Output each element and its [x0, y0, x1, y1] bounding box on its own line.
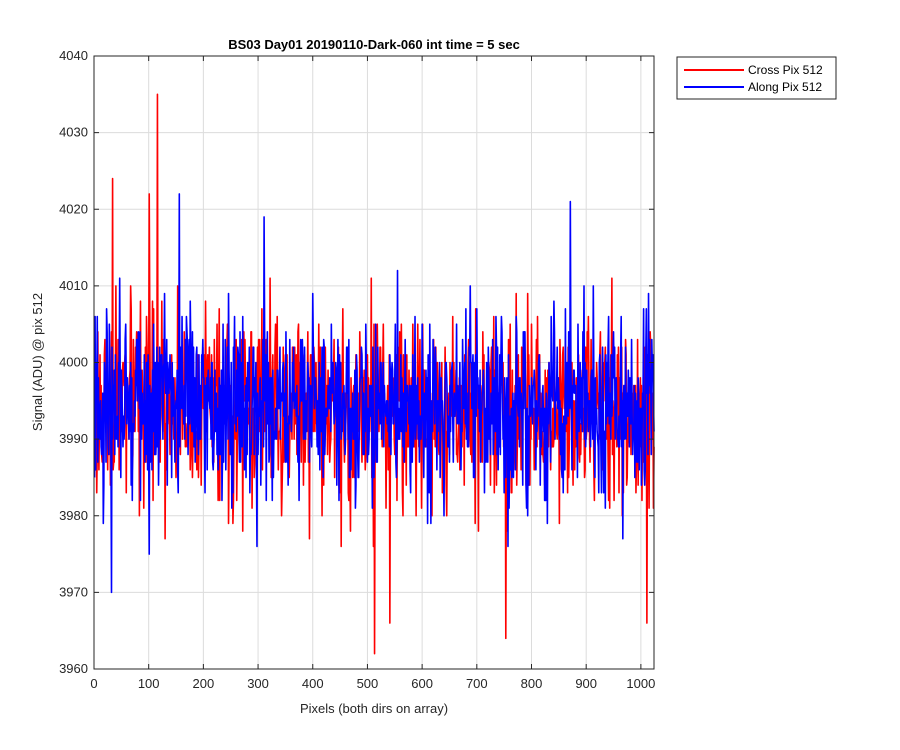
- x-axis-label: Pixels (both dirs on array): [300, 701, 448, 716]
- y-tick-label: 4020: [59, 201, 88, 216]
- x-tick-label: 600: [411, 676, 433, 691]
- series-layer: [93, 93, 655, 655]
- y-tick-label: 4040: [59, 48, 88, 63]
- legend-box: [676, 56, 837, 100]
- ticks: [93, 55, 654, 670]
- x-tick-label: 900: [575, 676, 597, 691]
- x-tick-label: 500: [357, 676, 379, 691]
- legend-label-cross: Cross Pix 512: [748, 63, 823, 77]
- x-tick-label: 0: [90, 676, 97, 691]
- y-tick-label: 4000: [59, 355, 88, 370]
- x-tick-label: 400: [302, 676, 324, 691]
- legend-label-along: Along Pix 512: [748, 80, 822, 94]
- x-tick-label: 100: [138, 676, 160, 691]
- series-line-along-pix-512: [93, 193, 655, 594]
- x-tick-label: 300: [247, 676, 269, 691]
- x-tick-label: 700: [466, 676, 488, 691]
- y-tick-label: 3980: [59, 508, 88, 523]
- y-tick-label: 3960: [59, 661, 88, 676]
- y-tick-label: 4030: [59, 125, 88, 140]
- chart-title: BS03 Day01 20190110-Dark-060 int time = …: [228, 37, 520, 52]
- x-tick-label: 800: [521, 676, 543, 691]
- legend: Cross Pix 512 Along Pix 512: [676, 56, 837, 100]
- y-tick-label: 3990: [59, 431, 88, 446]
- x-tick-label: 200: [193, 676, 215, 691]
- tick-labels: 0 100 200 300 400 500 600 700 800 900 1000 3960 3970…: [59, 48, 655, 691]
- y-axis-label: Signal (ADU) @ pix 512: [30, 293, 45, 431]
- y-tick-label: 4010: [59, 278, 88, 293]
- x-tick-label: 1000: [626, 676, 655, 691]
- y-tick-label: 3970: [59, 584, 88, 599]
